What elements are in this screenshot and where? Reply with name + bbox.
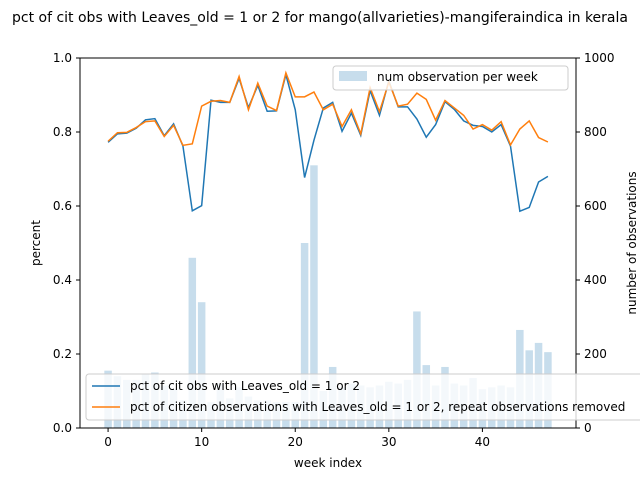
y2-tick-label: 0 xyxy=(584,421,592,435)
y-axis-right: 0 200 400 600 800 1000 xyxy=(576,51,615,435)
x-tick-label: 20 xyxy=(288,435,303,449)
line-series-1 xyxy=(107,70,549,147)
y-tick-label: 0.0 xyxy=(53,421,72,435)
bar-week-22 xyxy=(310,165,318,429)
legend-top: num observation per week xyxy=(332,65,569,91)
line-series xyxy=(107,70,549,213)
x-axis: 0 10 20 30 40 xyxy=(104,428,490,449)
chart-title: pct of cit obs with Leaves_old = 1 or 2 … xyxy=(12,10,628,26)
y-tick-label: 0.6 xyxy=(53,199,72,213)
y-tick-label: 1.0 xyxy=(53,51,72,65)
x-axis-label: week index xyxy=(294,456,362,470)
y2-tick-label: 400 xyxy=(584,273,607,287)
bar-week-10 xyxy=(197,302,206,428)
x-tick-label: 0 xyxy=(104,435,112,449)
x-tick-label: 30 xyxy=(381,435,396,449)
x-tick-label: 40 xyxy=(475,435,490,449)
y-axis-left: 0.0 0.2 0.4 0.6 0.8 1.0 xyxy=(53,51,80,435)
x-tick-label: 10 xyxy=(194,435,209,449)
bar-week-21 xyxy=(300,243,309,428)
bar-week-33 xyxy=(413,311,421,428)
y-tick-label: 0.2 xyxy=(53,347,72,361)
y2-tick-label: 600 xyxy=(584,199,607,213)
line-series-0 xyxy=(107,71,549,213)
legend-bottom: pct of cit obs with Leaves_old = 1 or 2 … xyxy=(85,373,640,421)
legend-label-series-0: pct of cit obs with Leaves_old = 1 or 2 xyxy=(130,379,360,393)
y-tick-label: 0.8 xyxy=(53,125,72,139)
y2-tick-label: 1000 xyxy=(584,51,615,65)
legend-label-bars: num observation per week xyxy=(377,70,538,84)
y2-tick-label: 800 xyxy=(584,125,607,139)
plot-frame xyxy=(79,57,577,429)
y-axis-label: percent xyxy=(29,220,43,266)
y2-axis-label: number of observations xyxy=(625,171,639,314)
bar-week-9 xyxy=(188,257,197,428)
y2-tick-label: 200 xyxy=(584,347,607,361)
y-tick-label: 0.4 xyxy=(53,273,72,287)
legend-label-series-1: pct of citizen observations with Leaves_… xyxy=(130,400,625,414)
legend-swatch-bars xyxy=(339,71,367,81)
